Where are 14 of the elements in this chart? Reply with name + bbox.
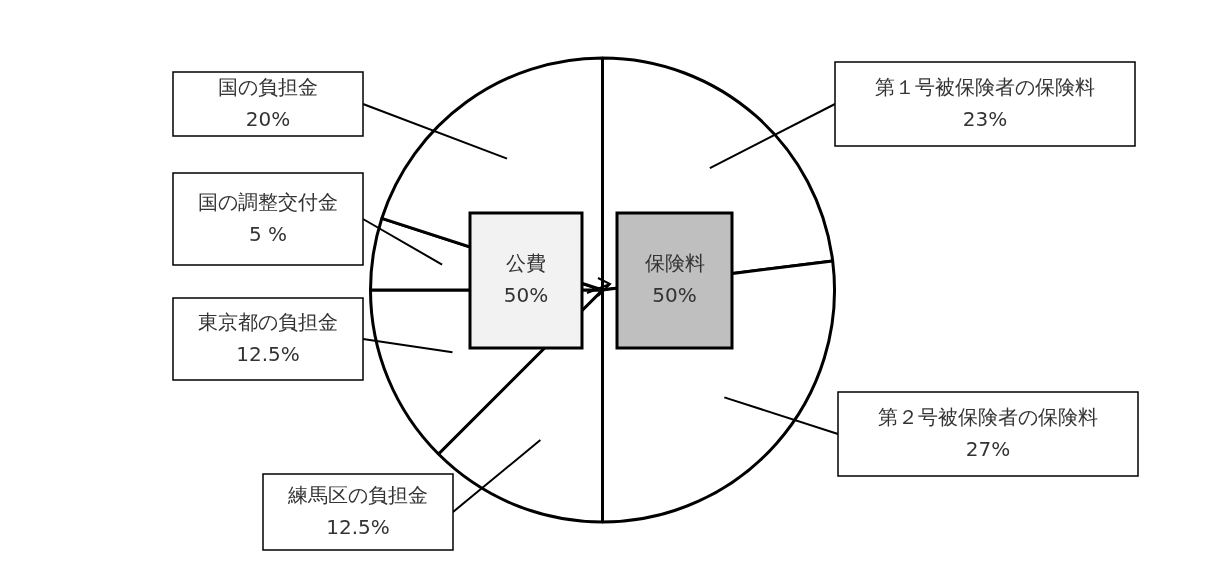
text: 保険料 50%: [644, 250, 705, 307]
slice-label: 国の負担金: [218, 75, 318, 100]
data-label: 20%: [245, 107, 291, 132]
slice-label: 国の調整交付金: [198, 190, 338, 215]
slice-label: 第１号被保険者の保険料: [875, 75, 1095, 100]
slice-label: 東京都の負担金: [198, 310, 338, 335]
data-label: 12.5%: [236, 342, 300, 367]
slice-label: 練馬区の負担金: [287, 483, 428, 508]
data-label: 12.5%: [326, 515, 390, 540]
data-label: 23%: [962, 107, 1008, 132]
slice-label: 第２号被保険者の保険料: [878, 405, 1098, 430]
text: 公費 50%: [503, 250, 549, 307]
data-label: 5 %: [248, 222, 288, 247]
data-label: 27%: [965, 437, 1011, 462]
